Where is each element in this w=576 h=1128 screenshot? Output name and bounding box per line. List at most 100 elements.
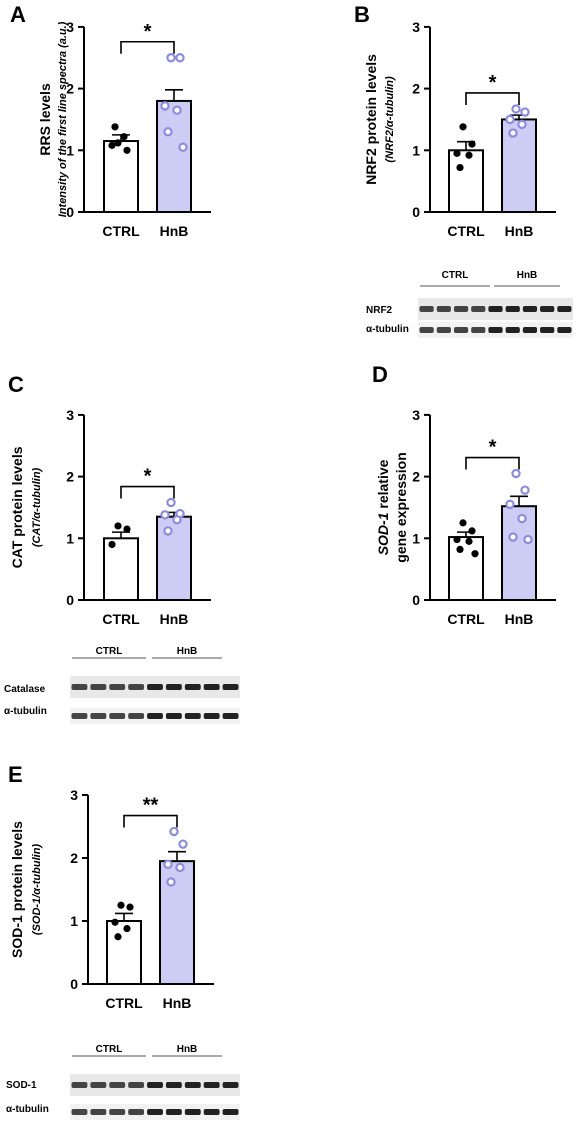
data-point (465, 151, 473, 159)
blot-band (109, 713, 126, 719)
data-point (511, 104, 521, 114)
significance-bracket (465, 92, 520, 105)
blot-band (505, 306, 520, 312)
blot-band (71, 1109, 88, 1115)
data-point (123, 924, 131, 933)
data-point (453, 535, 461, 544)
blot-band (557, 306, 572, 312)
y-tick-label: 1 (70, 913, 78, 929)
data-point (511, 468, 521, 479)
panel-a: A 0 1 2 3 RRS levels Intensity of the first li… (10, 2, 211, 239)
blot-row-label: α-tubulin (366, 324, 409, 335)
data-point (108, 141, 116, 149)
significance-marker: * (489, 72, 497, 94)
blot-band (128, 1109, 145, 1115)
blot-row-label: SOD-1 (6, 1080, 37, 1091)
blot-row-label: α-tubulin (4, 706, 47, 717)
data-point (166, 497, 176, 508)
blot-band (436, 306, 451, 312)
blot-group-label: HnB (517, 270, 538, 281)
panel-letter: C (8, 372, 24, 397)
blot-band (128, 1082, 145, 1088)
blot-band (165, 1082, 182, 1088)
panel-c: C 0 1 2 3 CAT protein levels (CAT/α-tubulin) CT… (4, 372, 240, 724)
data-point (468, 527, 476, 535)
western-blot: CTRL HnB SOD-1 α-tubulin (6, 1044, 240, 1120)
x-tick-label: HnB (163, 995, 192, 1011)
y-axis-sublabel: gene expression (393, 452, 409, 563)
blot-band (71, 1082, 88, 1088)
blot-group-label: CTRL (96, 1044, 123, 1055)
y-tick-label: 2 (412, 469, 420, 485)
blot-group-label: HnB (177, 1044, 198, 1055)
blot-band (453, 327, 469, 333)
y-axis-sublabel: (CAT/α-tubulin) (31, 467, 43, 547)
blot-band (165, 713, 182, 719)
y-tick-label: 1 (412, 142, 420, 158)
blot-band (222, 684, 239, 690)
y-tick-label: 3 (70, 787, 78, 803)
blot-band (203, 1082, 220, 1088)
blot-band (109, 684, 126, 690)
y-axis-label: CAT protein levels (9, 446, 25, 568)
blot-band (165, 684, 182, 690)
data-point (456, 163, 464, 172)
panel-letter: A (10, 2, 26, 27)
bar-ctrl (106, 920, 142, 985)
data-point (508, 128, 518, 138)
blot-band (203, 1109, 220, 1115)
data-point (123, 525, 131, 533)
x-tick-label: CTRL (102, 611, 140, 627)
data-point (114, 522, 122, 530)
blot-band (147, 713, 163, 719)
blot-band (488, 327, 503, 333)
data-point (114, 933, 122, 941)
data-point (160, 510, 170, 520)
blot-band (184, 1109, 201, 1115)
y-axis-label: SOD-1 relative (375, 459, 391, 555)
western-blot: CTRL HnB Catalase α-tubulin (4, 646, 240, 724)
panel-letter: D (372, 362, 388, 387)
x-tick-label: HnB (505, 611, 534, 627)
panel-letter: E (8, 762, 23, 787)
blot-band (90, 684, 107, 690)
y-tick-label: 1 (66, 142, 74, 158)
data-point (456, 545, 464, 554)
y-tick-label: 1 (66, 530, 74, 546)
western-blot: CTRL HnB NRF2 α-tubulin (366, 270, 573, 338)
bar-ctrl (448, 536, 484, 601)
y-tick-label: 2 (412, 81, 420, 97)
x-tick-label: HnB (505, 223, 534, 239)
y-tick-label: 3 (66, 19, 74, 35)
data-point (453, 149, 461, 157)
blot-band (90, 1109, 107, 1115)
data-point (459, 123, 467, 131)
blot-band (222, 1082, 239, 1088)
blot-band (488, 306, 503, 312)
blot-row-label: NRF2 (366, 305, 393, 316)
blot-band (522, 306, 538, 312)
blot-band (436, 327, 451, 333)
data-point (172, 105, 182, 115)
blot-row-label: Catalase (4, 684, 46, 695)
bar-hnb (501, 118, 537, 213)
data-point (169, 826, 179, 837)
data-point (163, 859, 173, 870)
bar-ctrl (448, 149, 484, 214)
data-point (117, 901, 125, 909)
blot-band (557, 327, 572, 333)
y-tick-label: 2 (66, 81, 74, 97)
bar-hnb (156, 99, 192, 213)
data-point (459, 519, 467, 527)
data-point (178, 142, 188, 152)
data-point (126, 903, 134, 911)
panel-e: E 0 1 2 3 SOD-1 protein levels (SOD-1/α-tubuli… (6, 762, 240, 1120)
bar-hnb (156, 515, 192, 602)
y-axis-label: SOD-1 protein levels (9, 821, 25, 958)
blot-row-label: α-tubulin (6, 1104, 49, 1115)
panel-b: B 0 1 2 3 NRF2 protein levels (NRF2/α-tubulin)… (354, 2, 573, 338)
data-point (108, 540, 116, 549)
y-axis-label-italic: SOD-1 (375, 512, 391, 555)
blot-band (471, 306, 486, 312)
